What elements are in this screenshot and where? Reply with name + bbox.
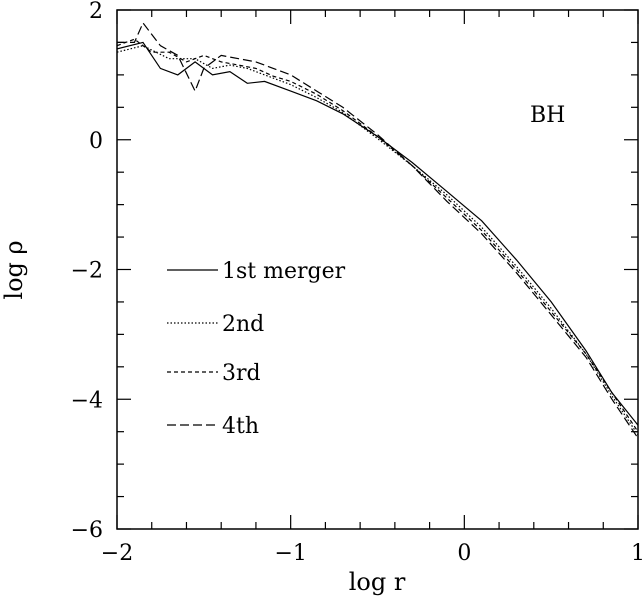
series-line-2: [117, 45, 638, 436]
legend-label-3: 3rd: [222, 361, 261, 386]
y-tick-label: 2: [89, 0, 103, 24]
x-tick-label: −2: [101, 541, 133, 566]
density-curves: [117, 21, 638, 439]
legend-label-1: 1st merger: [222, 259, 346, 284]
series-line-4: [117, 21, 638, 439]
x-tick-label: −1: [274, 541, 306, 566]
y-tick-label: 0: [89, 129, 103, 154]
series-line-3: [117, 38, 638, 433]
tick-labels: −2 −1 0 1 −6 −4 −2 0 2: [71, 0, 643, 566]
y-tick-label: −6: [71, 518, 103, 543]
y-tick-label: −4: [71, 388, 103, 413]
y-tick-label: −2: [71, 259, 103, 284]
x-tick-label: 1: [631, 541, 643, 566]
legend-label-4: 4th: [222, 414, 259, 439]
x-axis-label: log r: [349, 568, 406, 596]
y-axis-label: log ρ: [0, 240, 28, 299]
bh-annotation: BH: [530, 103, 565, 128]
plot-frame: [116, 9, 639, 530]
series-line-1: [117, 41, 638, 426]
legend-label-2: 2nd: [222, 312, 264, 337]
x-tick-label: 0: [457, 541, 471, 566]
legend: 1st merger 2nd 3rd 4th: [167, 259, 346, 439]
